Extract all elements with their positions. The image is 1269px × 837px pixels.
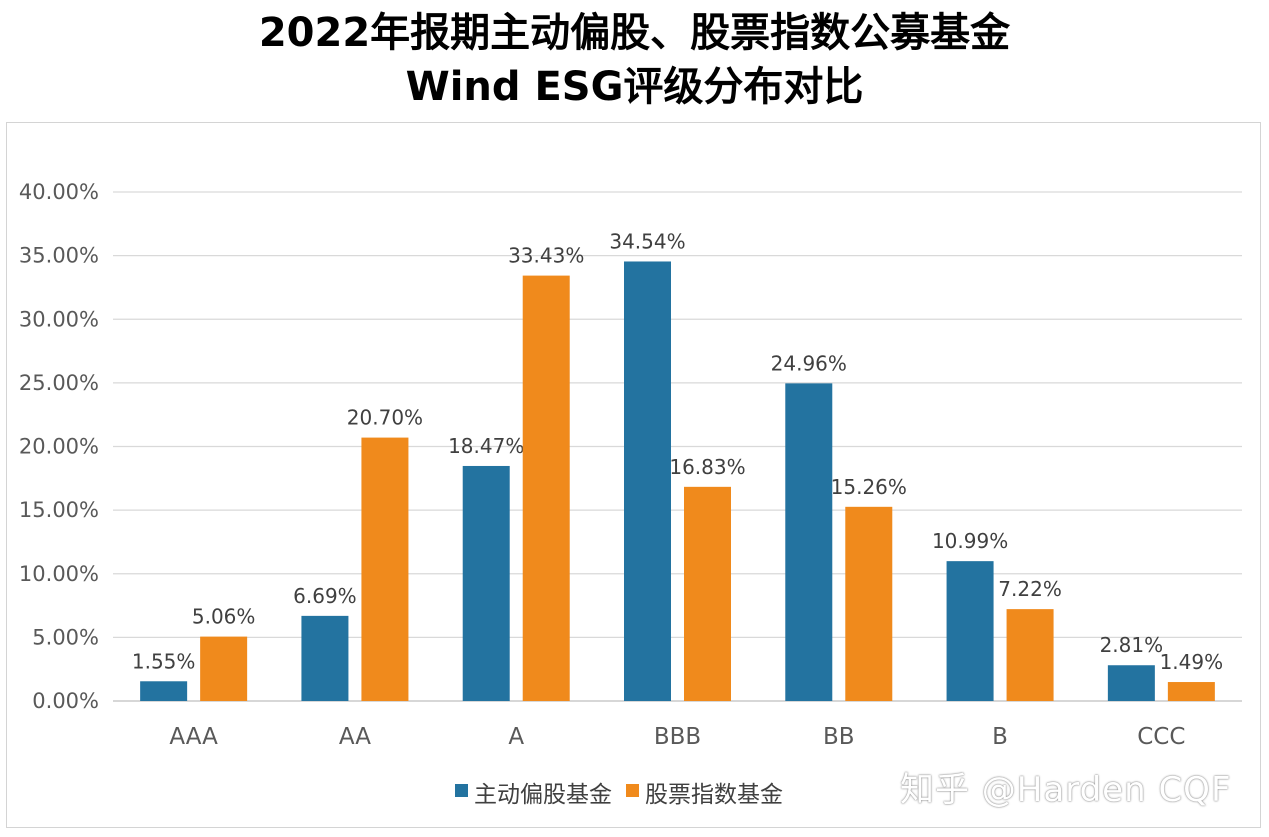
x-tick-label: AA bbox=[339, 724, 371, 750]
data-label: 7.22% bbox=[998, 577, 1062, 601]
bar bbox=[845, 506, 893, 701]
data-label: 15.26% bbox=[831, 475, 907, 499]
bar bbox=[301, 615, 349, 701]
bar bbox=[140, 681, 188, 701]
y-tick-label: 10.00% bbox=[19, 562, 99, 586]
bar bbox=[785, 383, 833, 701]
y-tick-label: 20.00% bbox=[19, 435, 99, 459]
data-label: 6.69% bbox=[293, 584, 357, 608]
bar bbox=[1167, 682, 1215, 701]
bar bbox=[361, 437, 409, 701]
data-label: 5.06% bbox=[192, 605, 256, 629]
x-tick-label: A bbox=[508, 724, 524, 750]
legend-swatch bbox=[626, 784, 639, 797]
x-tick-label: CCC bbox=[1137, 724, 1185, 750]
y-tick-label: 30.00% bbox=[19, 307, 99, 331]
y-tick-label: 25.00% bbox=[19, 371, 99, 395]
data-label: 34.54% bbox=[609, 229, 685, 253]
bar bbox=[684, 486, 731, 701]
bar bbox=[522, 275, 570, 701]
data-label: 10.99% bbox=[932, 529, 1008, 553]
y-tick-label: 0.00% bbox=[32, 689, 99, 713]
bar bbox=[462, 465, 510, 701]
y-tick-label: 5.00% bbox=[32, 625, 99, 649]
data-label: 24.96% bbox=[771, 351, 847, 375]
legend-label: 股票指数基金 bbox=[645, 782, 783, 808]
bar bbox=[200, 636, 248, 701]
bar bbox=[946, 561, 994, 701]
bar bbox=[1107, 665, 1155, 701]
chart-title: 2022年报期主动偏股、股票指数公募基金 Wind ESG评级分布对比 bbox=[0, 6, 1269, 114]
data-label: 33.43% bbox=[508, 244, 584, 268]
x-tick-label: BBB bbox=[654, 724, 701, 750]
bar bbox=[1006, 609, 1054, 701]
data-label: 1.49% bbox=[1160, 650, 1224, 674]
y-tick-label: 15.00% bbox=[19, 498, 99, 522]
chart-title-line2: Wind ESG评级分布对比 bbox=[405, 64, 864, 110]
data-label: 18.47% bbox=[448, 434, 524, 458]
x-tick-label: BB bbox=[823, 724, 855, 750]
data-label: 1.55% bbox=[132, 649, 196, 673]
watermark: 知乎 @Harden CQF bbox=[900, 770, 1232, 810]
data-label: 2.81% bbox=[1100, 633, 1164, 657]
legend-label: 主动偏股基金 bbox=[474, 782, 612, 808]
x-tick-label: B bbox=[992, 724, 1008, 750]
y-tick-label: 35.00% bbox=[19, 244, 99, 268]
bar bbox=[624, 261, 671, 701]
y-tick-label: 40.00% bbox=[19, 180, 99, 204]
chart-frame bbox=[6, 122, 1261, 828]
legend-swatch bbox=[455, 784, 468, 797]
x-tick-label: AAA bbox=[169, 724, 218, 750]
data-label: 16.83% bbox=[669, 455, 745, 479]
data-label: 20.70% bbox=[347, 406, 423, 430]
chart-title-line1: 2022年报期主动偏股、股票指数公募基金 bbox=[258, 10, 1011, 56]
